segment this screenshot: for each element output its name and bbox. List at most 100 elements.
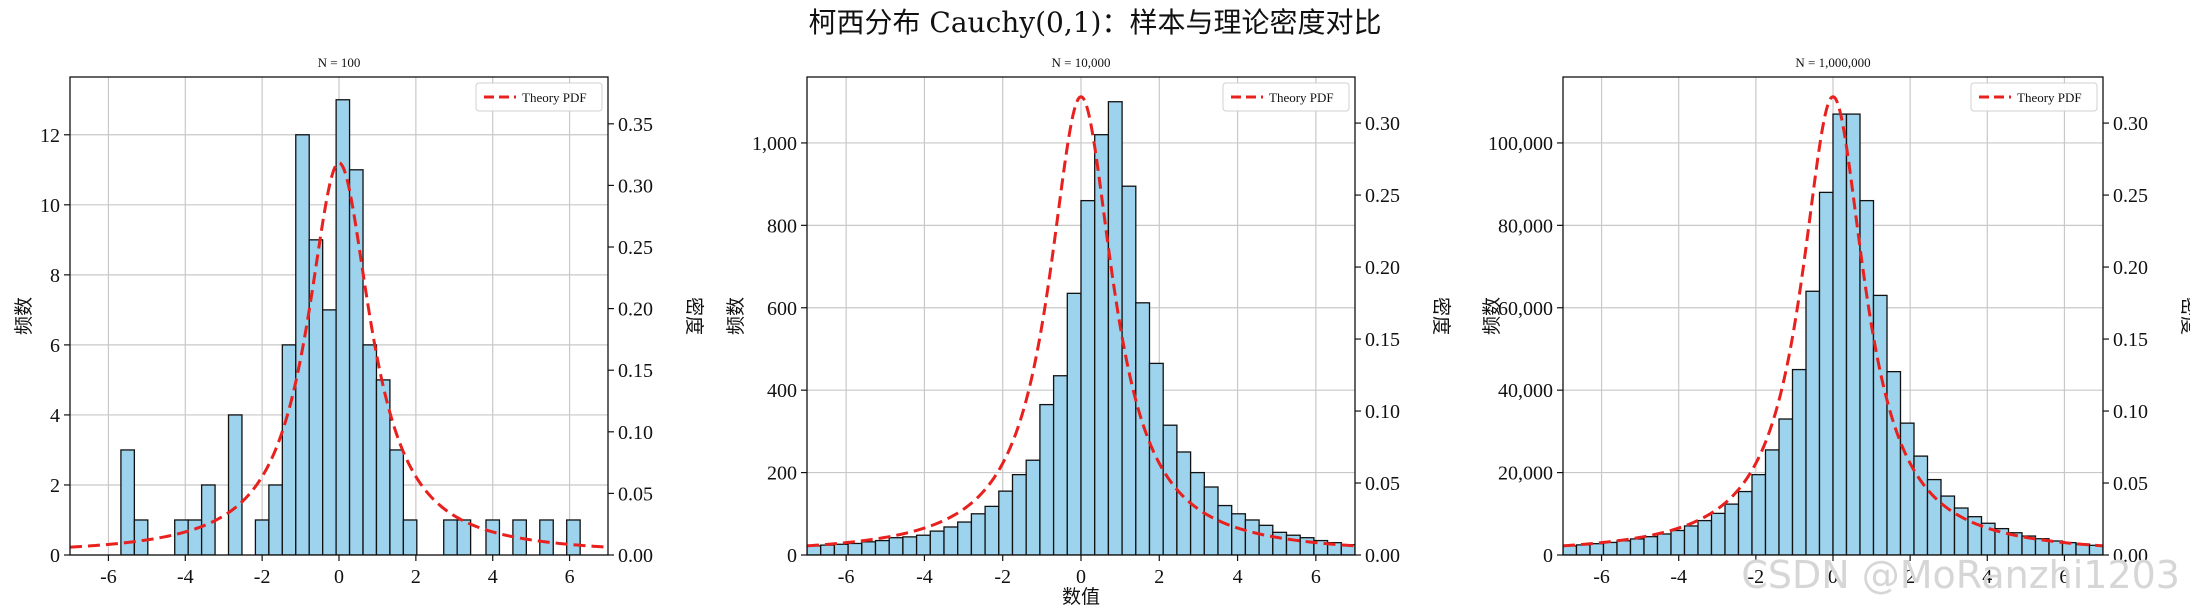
- histogram-bar: [943, 526, 959, 555]
- histogram-bar: [1683, 525, 1699, 555]
- x-tick-label: -6: [838, 566, 855, 588]
- y2-tick-label: 0.35: [618, 114, 653, 136]
- y-tick-label: 6: [50, 335, 60, 357]
- y-tick-label: 4: [50, 405, 60, 427]
- histogram-bar: [1818, 191, 1834, 555]
- histogram-bar: [133, 519, 149, 555]
- histogram-bar: [1162, 424, 1178, 555]
- histogram-bar: [389, 449, 405, 555]
- subplot-title: N = 10,000: [1052, 55, 1111, 70]
- y-axis-label: 频数: [1481, 297, 1503, 335]
- y2-tick-label: 0.00: [618, 545, 653, 567]
- legend-box: [475, 82, 603, 112]
- histogram-bar: [807, 545, 822, 555]
- y2-tick-label: 0.00: [2113, 545, 2148, 567]
- histogram-bar: [1258, 524, 1274, 555]
- x-tick-label: 0: [1076, 566, 1086, 588]
- y-tick-label: 1,000: [752, 133, 797, 155]
- y2-tick-label: 0.05: [618, 483, 653, 505]
- x-axis-label: 数值: [1062, 586, 1100, 608]
- histogram-bar: [847, 542, 863, 555]
- histogram-bar: [1832, 113, 1848, 555]
- y2-tick-label: 0.10: [2113, 401, 2148, 423]
- histogram-bar: [1778, 418, 1794, 555]
- y2-tick-label: 0.05: [2113, 473, 2148, 495]
- y2-tick-label: 0.00: [1365, 545, 1400, 567]
- y2-tick-label: 0.25: [2113, 185, 2148, 207]
- histogram-bar: [1886, 370, 1902, 555]
- x-tick-label: 6: [1311, 566, 1321, 588]
- histogram-bar: [1231, 513, 1247, 555]
- histogram-bar: [915, 534, 931, 555]
- y-tick-label: 8: [50, 265, 60, 287]
- x-tick-label: 6: [2059, 566, 2069, 588]
- y2-tick-label: 0.30: [1365, 113, 1400, 135]
- histogram-bar: [1737, 490, 1753, 555]
- histogram-bar: [1643, 536, 1659, 555]
- panel-2: -6 -4 -2 0 2 4 6 0 200 400 600 800 1,000 0.00 0.05 0.10…: [725, 55, 1452, 608]
- y2-tick-label: 0.05: [1365, 473, 1400, 495]
- histogram-bar: [1217, 504, 1233, 555]
- histogram-bar: [1203, 486, 1219, 555]
- x-tick-label: 4: [1982, 566, 1992, 588]
- histogram-bar: [1697, 519, 1713, 555]
- histogram-bar: [1011, 473, 1027, 555]
- y-tick-label: 0: [50, 545, 60, 567]
- histogram-bar: [174, 519, 189, 555]
- y-tick-label: 2: [50, 475, 60, 497]
- histogram-bar: [375, 379, 391, 555]
- x-tick-label: 4: [1233, 566, 1243, 588]
- y-tick-label: 400: [767, 380, 797, 402]
- y2-tick-label: 0.10: [1365, 401, 1400, 423]
- histogram-bar: [1025, 459, 1041, 555]
- watermark: CSDN @MoRanzhi1203: [1741, 553, 2180, 597]
- y2-tick-label: 0.20: [1365, 257, 1400, 279]
- x-tick-label: 0: [334, 566, 344, 588]
- histogram-bar: [1244, 519, 1260, 555]
- x-tick-label: 2: [1154, 566, 1164, 588]
- y2-tick-label: 0.20: [2113, 257, 2148, 279]
- x-tick-label: -6: [1593, 566, 1610, 588]
- y2-tick-label: 0.30: [618, 175, 653, 197]
- histogram-bar: [1135, 302, 1151, 555]
- histogram-bar: [566, 519, 581, 555]
- y-tick-label: 80,000: [1498, 215, 1553, 237]
- histogram-bar: [443, 519, 458, 555]
- y2-axis-label: 密度: [683, 297, 705, 335]
- legend-label: Theory PDF: [2017, 90, 2082, 105]
- y-tick-label: 100,000: [1488, 133, 1553, 155]
- histogram-bar: [1980, 522, 1996, 555]
- figure-title: 柯西分布 Cauchy(0,1)：样本与理论密度对比: [809, 6, 1382, 39]
- histogram-bar: [902, 536, 918, 555]
- histogram-bar: [254, 519, 270, 555]
- legend: Theory PDF: [475, 82, 603, 112]
- histogram-bar: [1575, 544, 1591, 555]
- histogram-bar: [1899, 422, 1915, 555]
- y2-tick-label: 0.25: [1365, 185, 1400, 207]
- histogram-bar: [281, 344, 297, 555]
- histogram-bar: [1066, 292, 1082, 555]
- histogram-bar: [1710, 512, 1726, 555]
- histogram-bar: [308, 239, 324, 555]
- histogram-bar: [1670, 529, 1686, 555]
- panel-1: -6 -4 -2 0 2 4 6 0 2 4 6 8 10 12 0.00 0.05 0.10 0.15 0.20 0…: [13, 55, 705, 588]
- x-tick-label: -2: [1748, 566, 1765, 588]
- histogram-bar: [1629, 538, 1645, 555]
- y-tick-label: 600: [767, 298, 797, 320]
- histogram-bar: [998, 490, 1014, 555]
- histogram-bar: [1080, 199, 1096, 555]
- x-tick-label: -6: [100, 566, 117, 588]
- histogram-bar: [539, 519, 554, 555]
- histogram-bar: [120, 449, 136, 555]
- histogram-bar: [1039, 403, 1055, 555]
- y2-tick-label: 0.15: [618, 360, 653, 382]
- legend-box: [1222, 82, 1350, 112]
- histogram-bar: [402, 519, 418, 555]
- histogram-bar: [456, 519, 472, 555]
- histogram-bar: [1751, 473, 1767, 555]
- x-tick-label: 4: [488, 566, 498, 588]
- histogram-bar: [1602, 541, 1618, 555]
- theory-pdf-line: [70, 161, 608, 549]
- y2-tick-label: 0.15: [2113, 329, 2148, 351]
